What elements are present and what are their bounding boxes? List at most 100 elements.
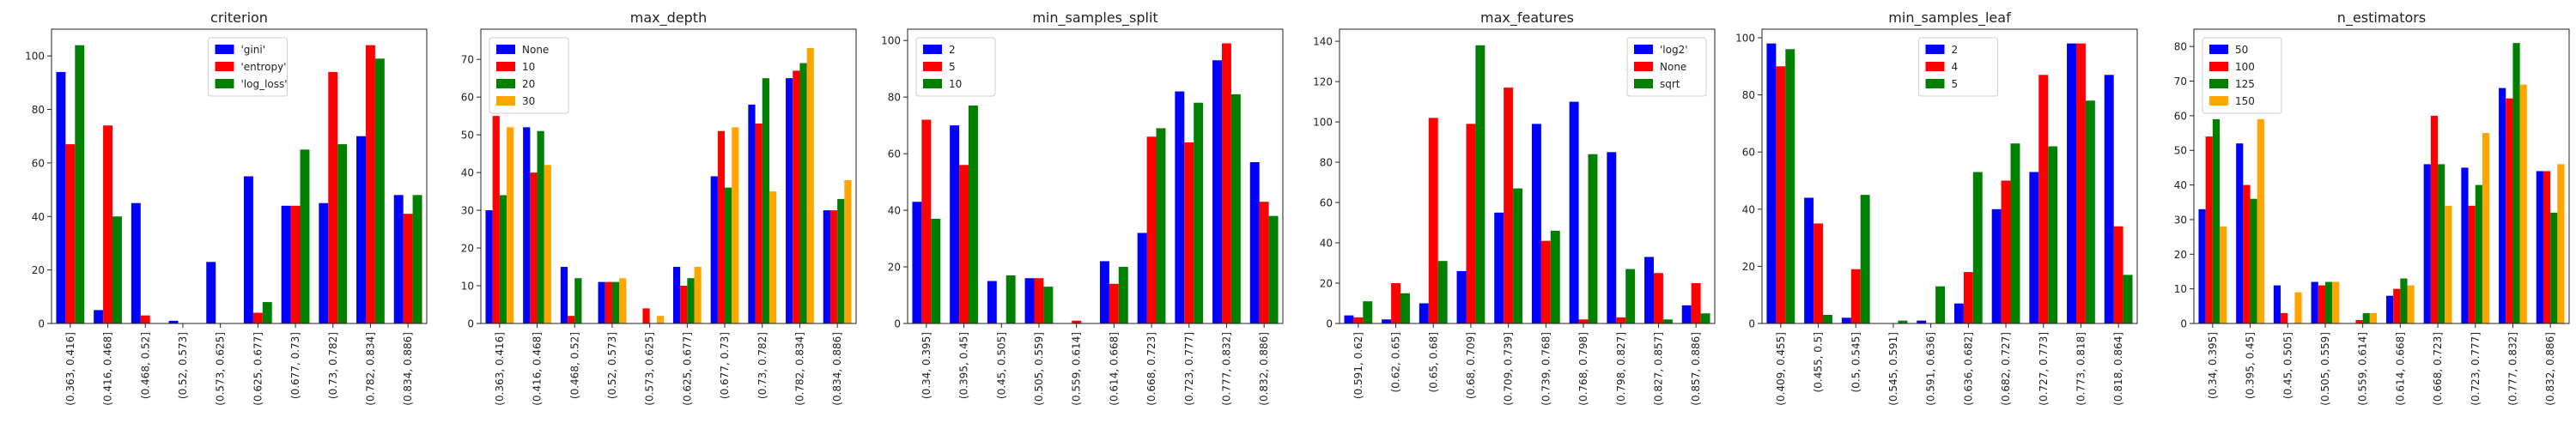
x-tick-label: (0.798, 0.827]	[1615, 332, 1627, 406]
bar	[1382, 319, 1392, 323]
bar	[1766, 43, 1777, 324]
y-tick-label: 0	[894, 318, 901, 330]
legend-swatch	[923, 45, 942, 54]
y-tick-label: 40	[888, 205, 901, 217]
bar	[2482, 133, 2490, 323]
bar	[687, 278, 695, 323]
legend-label: 5	[1952, 78, 1959, 90]
x-tick-label: (0.677, 0.73]	[719, 332, 731, 399]
bar	[75, 45, 85, 323]
bar	[1268, 215, 1279, 323]
legend-label: 150	[2235, 95, 2255, 107]
y-tick-label: 0	[1748, 318, 1755, 330]
bar	[1118, 267, 1128, 323]
y-tick-label: 80	[888, 92, 901, 104]
y-tick-label: 60	[461, 92, 474, 104]
legend-swatch	[923, 79, 942, 88]
x-tick-label: (0.455, 0.5]	[1813, 332, 1825, 392]
y-tick-label: 0	[1326, 318, 1333, 330]
x-tick-label: (0.709, 0.739]	[1503, 332, 1515, 406]
x-tick-label: (0.834, 0.886]	[402, 332, 414, 406]
legend-swatch	[2209, 62, 2228, 71]
x-tick-label: (0.723, 0.777]	[2470, 332, 2482, 406]
chart-panel: max_features 0 20 40 60 80 100 120 140 (0.591, 0.…	[1313, 9, 1716, 406]
bar	[2475, 184, 2482, 323]
legend: 'log2' None sqrt	[1626, 37, 1707, 97]
bar	[2324, 281, 2333, 323]
x-tick-label: (0.727, 0.773]	[2038, 332, 2050, 406]
y-tick-label: 140	[1313, 36, 1333, 48]
y-tick-label: 20	[888, 262, 901, 274]
legend-label: 2	[949, 44, 956, 56]
y-tick-label: 100	[881, 35, 901, 47]
bar	[2400, 278, 2408, 323]
bar	[2332, 281, 2340, 323]
x-tick-label: (0.677, 0.73]	[289, 332, 301, 399]
x-tick-label: (0.395, 0.45]	[958, 332, 970, 399]
bar	[1494, 212, 1504, 323]
legend-label: None	[522, 44, 549, 56]
bar	[328, 71, 338, 324]
bar	[748, 104, 756, 323]
bar	[356, 136, 366, 323]
x-tick-label: (0.34, 0.395]	[2207, 332, 2219, 399]
legend-label: 'log2'	[1660, 44, 1688, 56]
plot-frame	[1339, 28, 1716, 324]
bar	[1700, 313, 1710, 323]
legend-swatch	[496, 79, 515, 88]
bar	[131, 202, 141, 323]
bar	[1212, 60, 1222, 324]
bar	[837, 198, 845, 323]
bar	[2445, 205, 2452, 323]
bar	[1344, 315, 1354, 323]
bar	[412, 195, 422, 323]
chart-title: max_depth	[630, 9, 707, 27]
bar	[793, 70, 800, 323]
y-tick-label: 60	[1742, 147, 1755, 159]
x-tick-label: (0.682, 0.727]	[2000, 332, 2012, 406]
x-tick-label: (0.573, 0.625]	[644, 332, 656, 406]
bar	[2512, 43, 2520, 324]
bar	[2311, 281, 2318, 323]
y-tick-label: 60	[2174, 110, 2187, 122]
bar	[140, 315, 150, 323]
bar	[1531, 124, 1541, 323]
y-tick-label: 10	[461, 281, 474, 293]
y-tick-label: 20	[2174, 249, 2187, 261]
x-tick-label: (0.34, 0.395]	[920, 332, 933, 399]
bar	[374, 58, 385, 324]
legend-swatch	[1634, 62, 1653, 71]
bar	[1814, 223, 1824, 323]
bar	[2393, 288, 2401, 323]
x-tick-label: (0.62, 0.65]	[1390, 332, 1402, 392]
x-tick-label: (0.505, 0.559]	[1033, 332, 1045, 406]
x-tick-label: (0.777, 0.832]	[1220, 332, 1232, 406]
y-tick-label: 20	[1320, 278, 1333, 290]
bar	[2438, 164, 2445, 323]
x-tick-label: (0.409, 0.455]	[1775, 332, 1787, 406]
bar	[2236, 143, 2244, 323]
legend-swatch	[2209, 45, 2228, 54]
legend-swatch	[1925, 62, 1945, 71]
x-tick-label: (0.416, 0.468]	[532, 332, 544, 406]
bar	[769, 191, 777, 323]
legend-label: 100	[2235, 61, 2255, 73]
bar	[1194, 102, 1204, 323]
bar	[530, 172, 538, 323]
bar	[1850, 269, 1861, 323]
bar	[725, 187, 732, 323]
bar	[1569, 101, 1579, 323]
y-tick-label: 30	[2174, 214, 2187, 226]
bar	[1550, 230, 1560, 323]
chart-title: min_samples_split	[1032, 9, 1157, 27]
bar	[2557, 164, 2565, 323]
bar	[717, 130, 726, 323]
bar	[1776, 66, 1786, 323]
bar	[337, 144, 348, 323]
bar	[2407, 285, 2415, 323]
y-tick-label: 80	[32, 104, 45, 116]
y-tick-label: 100	[1313, 117, 1333, 129]
legend-label: 5	[949, 61, 956, 73]
bar	[829, 210, 838, 323]
y-tick-label: 80	[1320, 157, 1333, 169]
